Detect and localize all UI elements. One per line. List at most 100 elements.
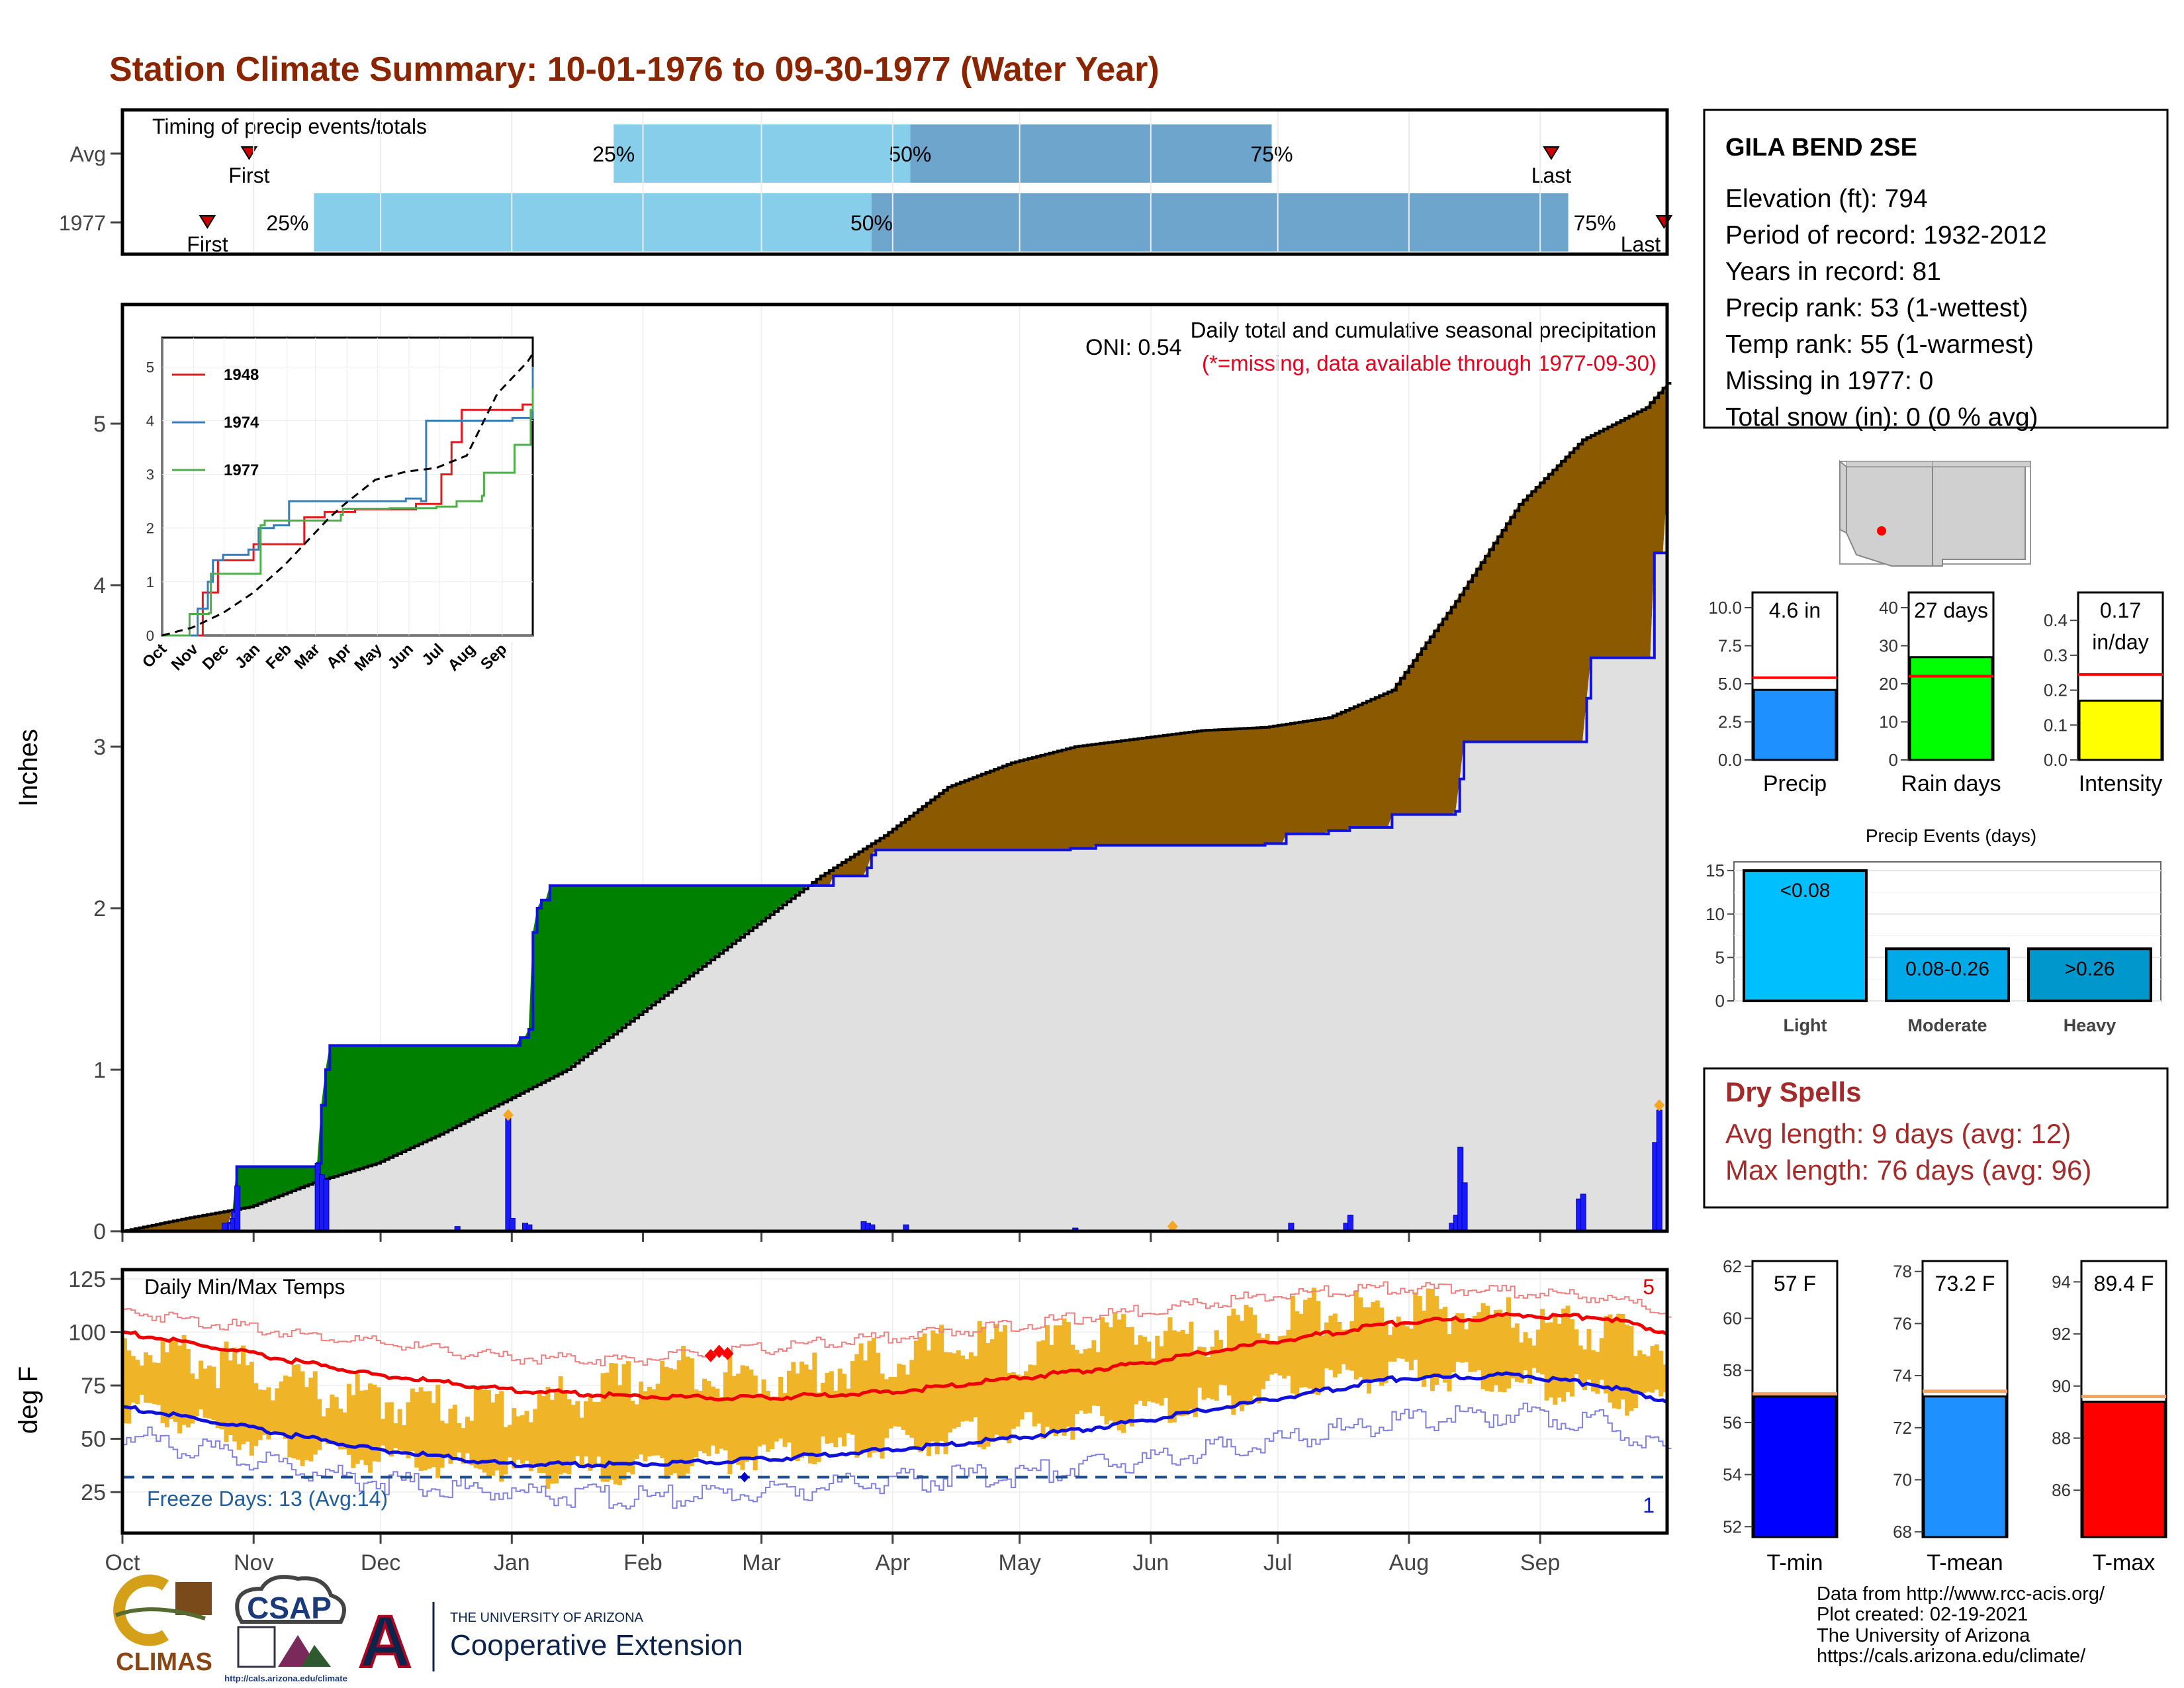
daily-temp-bar <box>177 1345 183 1434</box>
daily-temp-bar <box>1104 1322 1109 1425</box>
daily-temp-bar <box>1362 1307 1367 1381</box>
daily-temp-bar <box>807 1369 813 1464</box>
dry-spells-title: Dry Spells <box>1725 1076 1861 1107</box>
daily-temp-bar <box>1480 1303 1486 1389</box>
daily-temp-bar <box>998 1331 1003 1438</box>
daily-temp-bar <box>757 1393 762 1447</box>
daily-temp-bar <box>325 1408 330 1444</box>
daily-temp-bar <box>359 1390 365 1460</box>
temperature-panel: 25 50 75 100 125 Daily Min/Max Temps Freeze Da… <box>14 1267 1672 1575</box>
daily-temp-bar <box>1125 1327 1130 1425</box>
daily-temp-bar <box>317 1399 322 1450</box>
daily-temp-bar <box>952 1353 957 1429</box>
daily-temp-bar <box>410 1388 415 1452</box>
daily-temp-bar <box>469 1421 475 1466</box>
dry-spells-box: Dry Spells Avg length: 9 days (avg: 12) … <box>1703 1067 2169 1209</box>
daily-temp-bar <box>211 1366 216 1421</box>
temp-label: Daily Min/Max Temps <box>144 1275 345 1299</box>
timing-pct-label: 75% <box>1250 142 1293 166</box>
last-event-marker <box>1543 146 1560 160</box>
daily-temp-bar <box>1320 1335 1325 1391</box>
intensity-bar <box>2078 699 2163 761</box>
precip-ylabel: Inches <box>14 729 43 807</box>
daily-temp-bar <box>1142 1336 1148 1406</box>
timing-pct-label: 75% <box>1574 211 1616 235</box>
month-label: Feb <box>623 1550 662 1575</box>
daily-temp-bar <box>1167 1317 1173 1423</box>
daily-temp-bar <box>1387 1335 1392 1362</box>
temp-bar <box>1752 1395 1837 1538</box>
page-title: Station Climate Summary: 10-01-1976 to 0… <box>109 50 1160 89</box>
dry-spells-avg: Avg length: 9 days (avg: 12) <box>1725 1118 2071 1149</box>
daily-temp-bar <box>300 1371 305 1466</box>
daily-temp-bar <box>1578 1345 1583 1382</box>
daily-temp-bar <box>643 1391 648 1462</box>
daily-temp-bar <box>1159 1346 1164 1406</box>
daily-temp-bar <box>685 1356 690 1474</box>
daily-temp-bar <box>232 1347 238 1442</box>
record-low-marker <box>739 1472 749 1483</box>
daily-temp-bar <box>1341 1329 1346 1364</box>
daily-temp-bar <box>888 1376 893 1429</box>
daily-temp-bar <box>698 1391 703 1452</box>
csap-logo: CSAP http://cals.arizona.edu/climate <box>224 1575 347 1683</box>
daily-temp-bar <box>228 1360 233 1436</box>
intensity-value-label: 0.17 <box>2100 598 2141 622</box>
daily-temp-bar <box>863 1360 868 1450</box>
map-state-nm <box>1932 466 2026 567</box>
daily-temp-bar <box>765 1391 770 1452</box>
raindays-ytick-label: 30 <box>1879 636 1898 656</box>
daily-temp-bar <box>427 1391 432 1469</box>
daily-temp-bar <box>752 1375 758 1471</box>
daily-temp-bar <box>1058 1325 1063 1430</box>
daily-temp-bar <box>803 1364 809 1455</box>
station-info-line: Years in record: 81 <box>1725 258 1941 286</box>
dry-spells-max: Max length: 76 days (avg: 96) <box>1725 1154 2091 1186</box>
daily-temp-bar <box>897 1364 902 1427</box>
rain-days-chart: 27 days 0 10 20 30 40 Rain days <box>1879 591 2001 796</box>
daily-temp-bar <box>913 1340 919 1447</box>
daily-precip-bar <box>509 1217 516 1232</box>
inset-legend-label: 1977 <box>224 461 259 479</box>
inset-ytick-label: 4 <box>146 412 154 429</box>
daily-temp-bar <box>1604 1315 1609 1394</box>
map-state-ut <box>1846 461 1933 467</box>
daily-temp-bar <box>465 1417 470 1454</box>
daily-temp-bar <box>367 1383 373 1473</box>
daily-temp-bar <box>723 1372 729 1451</box>
daily-temp-bar <box>190 1373 195 1424</box>
daily-temp-bar <box>770 1396 775 1449</box>
daily-temp-bar <box>1417 1295 1422 1378</box>
timing-pct-label: 25% <box>592 142 635 166</box>
daily-temp-bar <box>1523 1332 1528 1371</box>
inset-average-line <box>161 353 534 637</box>
daily-temp-bar <box>567 1399 572 1475</box>
temp-bar <box>2081 1400 2166 1538</box>
daily-temp-bar <box>257 1389 263 1440</box>
daily-temp-bar <box>1586 1329 1592 1380</box>
precip-ytick-label: 1 <box>93 1058 106 1083</box>
daily-temp-bar <box>1337 1321 1342 1374</box>
daily-temp-bar <box>507 1425 512 1458</box>
temp-ytick-label: 125 <box>68 1267 106 1292</box>
daily-temp-bar <box>490 1402 496 1476</box>
daily-temp-bar <box>1032 1365 1037 1427</box>
temp-bar <box>1923 1395 2007 1538</box>
temp-frame <box>120 1268 1669 1535</box>
daily-temp-bar <box>876 1352 881 1452</box>
precip-frame <box>120 303 1669 1233</box>
daily-temp-bar <box>1311 1288 1316 1394</box>
last-event-label: Last <box>1621 232 1661 256</box>
intensity-label: Intensity <box>2079 771 2163 796</box>
temp-bar-ytick-label: 74 <box>1893 1366 1912 1385</box>
daily-temp-bar <box>1138 1335 1143 1401</box>
daily-temp-bar <box>296 1364 301 1460</box>
daily-temp-bar <box>821 1382 826 1437</box>
daily-temp-bar <box>791 1362 796 1460</box>
daily-temp-bar <box>173 1339 178 1423</box>
daily-temp-bar <box>850 1361 855 1435</box>
daily-temp-bar <box>160 1338 165 1423</box>
daily-temp-bar <box>1553 1314 1558 1405</box>
temp-bar-ytick-label: 52 <box>1723 1517 1742 1536</box>
daily-temp-bar <box>563 1393 568 1473</box>
